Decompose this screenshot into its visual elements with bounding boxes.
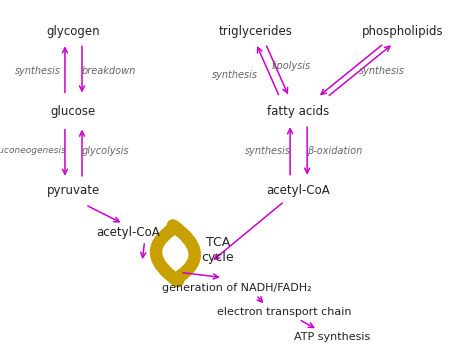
Text: gluconeogenesis: gluconeogenesis xyxy=(0,146,66,155)
Text: electron transport chain: electron transport chain xyxy=(217,307,352,317)
Text: glucose: glucose xyxy=(51,104,96,118)
Text: fatty acids: fatty acids xyxy=(267,104,330,118)
Text: acetyl-CoA: acetyl-CoA xyxy=(267,184,330,197)
FancyArrowPatch shape xyxy=(173,226,195,276)
Text: TCA
cycle: TCA cycle xyxy=(202,236,234,264)
Text: ATP synthesis: ATP synthesis xyxy=(294,332,370,341)
Text: synthesis: synthesis xyxy=(245,146,291,156)
Text: acetyl-CoA: acetyl-CoA xyxy=(96,226,160,239)
Text: pyruvate: pyruvate xyxy=(47,184,100,197)
Text: lipolysis: lipolysis xyxy=(272,61,311,71)
Text: synthesis: synthesis xyxy=(211,70,258,79)
Text: breakdown: breakdown xyxy=(82,66,136,76)
FancyArrowPatch shape xyxy=(156,230,178,281)
Text: synthesis: synthesis xyxy=(358,66,405,76)
Text: triglycerides: triglycerides xyxy=(219,25,293,38)
Text: synthesis: synthesis xyxy=(15,66,61,76)
Text: phospholipids: phospholipids xyxy=(362,25,444,38)
Text: glycogen: glycogen xyxy=(46,25,100,38)
Text: β-oxidation: β-oxidation xyxy=(307,146,362,156)
Text: generation of NADH/FADH₂: generation of NADH/FADH₂ xyxy=(162,283,312,293)
Text: glycolysis: glycolysis xyxy=(82,146,129,156)
